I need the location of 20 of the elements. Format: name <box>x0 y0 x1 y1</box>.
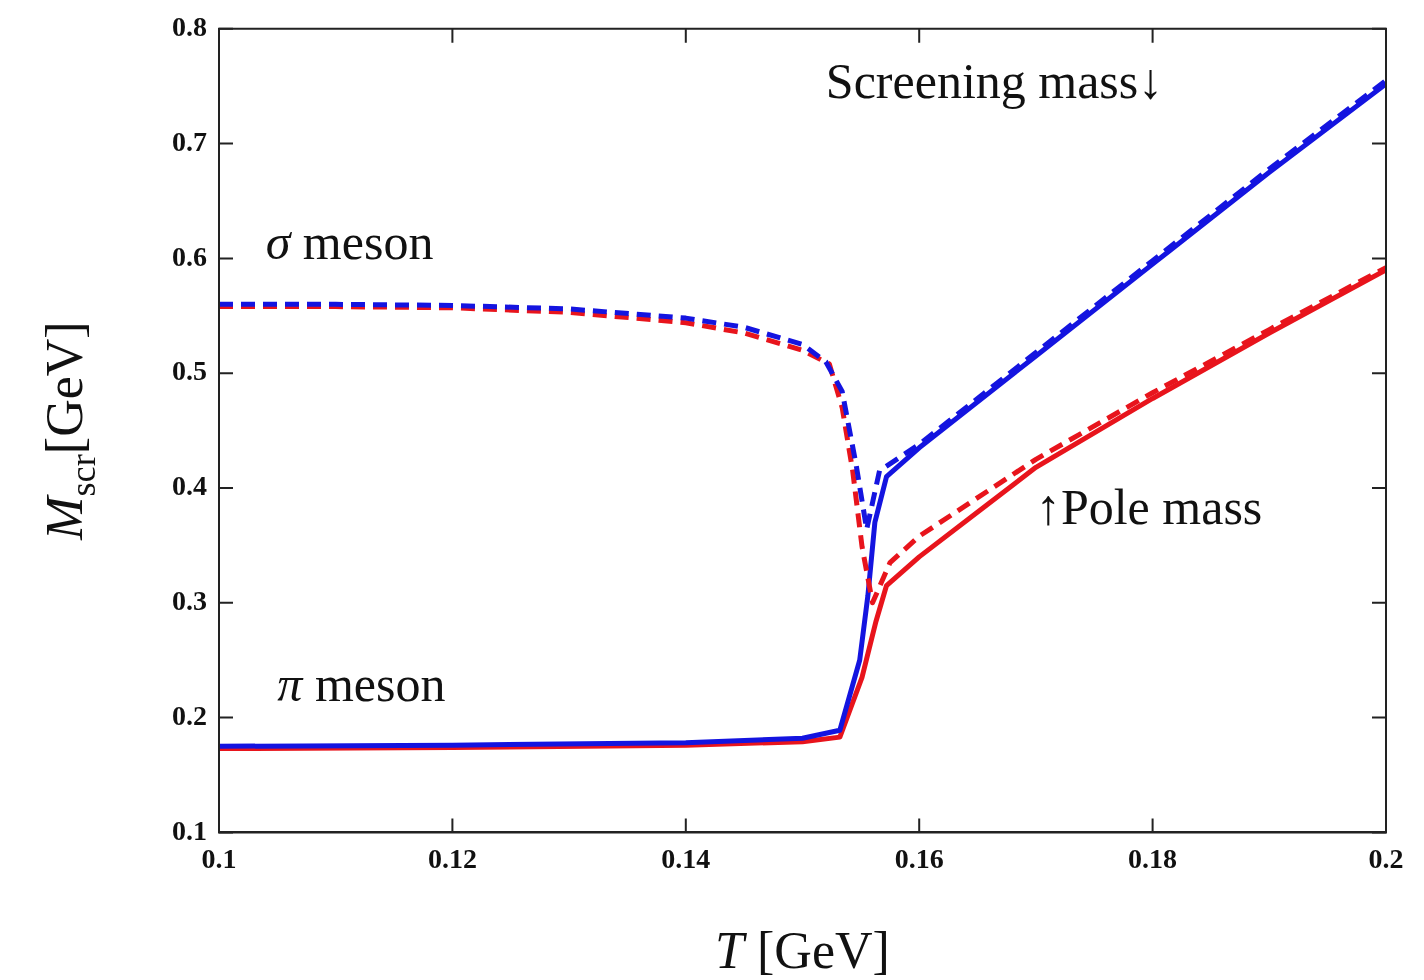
x-tick-label: 0.2 <box>1368 843 1404 875</box>
x-tick-label: 0.18 <box>1128 843 1178 875</box>
y-tick-label: 0.1 <box>172 814 207 846</box>
x-axis-title: T [GeV] <box>715 922 890 979</box>
y-tick-label: 0.7 <box>172 125 207 157</box>
y-tick-label: 0.8 <box>172 11 207 43</box>
annotation: σ meson <box>265 213 434 270</box>
x-tick-label: 0.12 <box>427 843 477 875</box>
annotation: Screening mass↓ <box>825 53 1164 110</box>
y-axis-title: Mscr[GeV] <box>36 321 103 541</box>
y-tick-label: 0.5 <box>172 355 207 387</box>
x-tick-label: 0.1 <box>201 843 237 875</box>
y-tick-label: 0.2 <box>172 699 207 731</box>
annotation: ↑Pole mass <box>1035 479 1263 536</box>
annotation: π meson <box>277 655 446 712</box>
y-tick-label: 0.3 <box>172 585 207 617</box>
y-tick-label: 0.4 <box>172 470 207 502</box>
x-tick-label: 0.14 <box>661 843 711 875</box>
x-tick-label: 0.16 <box>894 843 944 875</box>
y-tick-label: 0.6 <box>172 240 207 272</box>
